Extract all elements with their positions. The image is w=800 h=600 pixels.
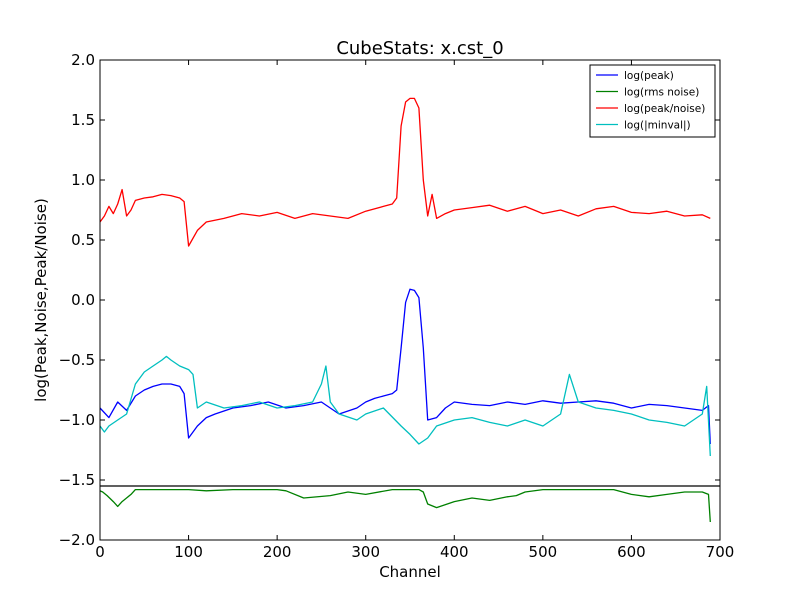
plot-series-group (100, 97, 720, 523)
x-tick-label: 300 (351, 543, 380, 561)
x-tick-label: 0 (95, 543, 105, 561)
legend-label: log(rms noise) (624, 87, 699, 99)
series-line-1 (100, 488, 711, 523)
x-tick-label: 100 (174, 543, 203, 561)
y-tick-label: −0.5 (59, 351, 95, 369)
legend-label: log(|minval|) (624, 120, 691, 132)
y-tick-label: 2.0 (71, 51, 95, 69)
x-tick-label: 700 (706, 543, 735, 561)
legend: log(peak) log(rms noise) log(peak/noise) lo… (589, 64, 716, 138)
x-axis-label: Channel (379, 563, 441, 581)
y-tick-label: 0.0 (71, 291, 95, 309)
x-tick-label: 200 (263, 543, 292, 561)
y-tick-label: −1.0 (59, 411, 95, 429)
chart-title: CubeStats: x.cst_0 (336, 38, 503, 59)
legend-label: log(peak/noise) (624, 103, 705, 115)
y-axis-label: log(Peak,Noise,Peak/Noise) (32, 198, 50, 402)
y-tick-label: 0.5 (71, 231, 95, 249)
legend-label: log(peak) (624, 70, 674, 82)
y-tick-label: 1.5 (71, 111, 95, 129)
x-tick-label: 500 (529, 543, 558, 561)
series-line-3 (100, 355, 711, 457)
x-tick-label: 600 (617, 543, 646, 561)
y-tick-label: −1.5 (59, 471, 95, 489)
axes: 0 100 200 300 400 500 600 700 −2.0 −1.5 −1.0 −0.5 0.… (59, 51, 735, 561)
series-line-0 (100, 288, 711, 445)
plot-area (100, 97, 720, 523)
series-line-2 (100, 97, 711, 247)
x-tick-label: 400 (440, 543, 469, 561)
y-tick-label: −2.0 (59, 531, 95, 549)
y-tick-label: 1.0 (71, 171, 95, 189)
